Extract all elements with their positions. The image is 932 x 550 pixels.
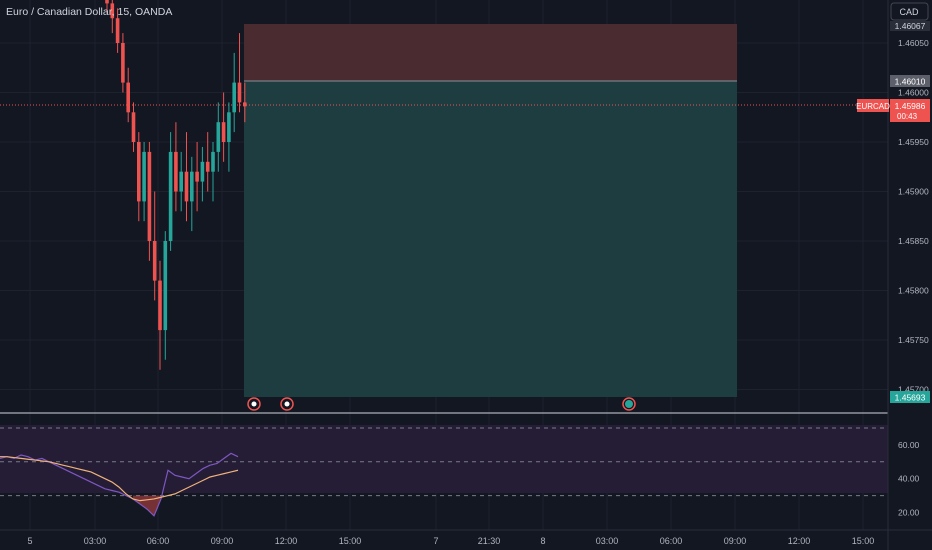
oscillator-signal-line bbox=[0, 456, 239, 502]
top-price-tag bbox=[890, 21, 930, 31]
target-price-tag bbox=[890, 391, 930, 403]
time-tick-label: 15:00 bbox=[339, 536, 362, 546]
time-tick-label: 06:00 bbox=[147, 536, 170, 546]
time-tick-label: 5 bbox=[27, 536, 32, 546]
symbol-tag[interactable] bbox=[857, 99, 889, 112]
candle bbox=[131, 102, 136, 152]
time-tick-label: 03:00 bbox=[596, 536, 619, 546]
candle bbox=[221, 92, 226, 162]
top-price-label: 1.46067 bbox=[895, 21, 926, 31]
candle bbox=[190, 156, 194, 232]
time-tick-label: 09:00 bbox=[724, 536, 747, 546]
candle bbox=[121, 33, 125, 93]
candle bbox=[174, 122, 178, 212]
candle bbox=[184, 132, 189, 222]
candle bbox=[200, 146, 205, 202]
stop-loss-zone[interactable] bbox=[244, 24, 737, 81]
price-tick-label: 1.46000 bbox=[898, 88, 929, 98]
candle bbox=[110, 0, 115, 34]
candle bbox=[115, 8, 120, 53]
candle bbox=[147, 142, 152, 261]
event-marker-2[interactable] bbox=[280, 397, 294, 411]
time-tick-label: 15:00 bbox=[852, 536, 875, 546]
time-tick-label: 12:00 bbox=[788, 536, 811, 546]
price-tick-label: 1.45700 bbox=[898, 385, 929, 395]
current-price-tag bbox=[890, 99, 930, 122]
symbol-title[interactable]: Euro / Canadian Dollar, 15, OANDA bbox=[6, 6, 172, 18]
oscillator-tick-label: 60.00 bbox=[898, 440, 920, 450]
price-axis[interactable]: 1.46050 1.46000 1.45950 1.45900 1.45850 1.458… bbox=[898, 38, 929, 395]
price-tick-label: 1.45950 bbox=[898, 137, 929, 147]
time-tick-label: 09:00 bbox=[211, 536, 234, 546]
candle bbox=[158, 260, 162, 370]
countdown-label: 00:43 bbox=[897, 112, 918, 121]
time-tick-label: 03:00 bbox=[84, 536, 107, 546]
time-tick-label: 12:00 bbox=[275, 536, 298, 546]
oscillator-layer bbox=[0, 452, 239, 517]
oscillator-levels bbox=[0, 427, 888, 497]
oscillator-line bbox=[0, 452, 239, 517]
candle bbox=[227, 102, 231, 172]
currency-button[interactable] bbox=[890, 2, 929, 21]
time-tick-label: 06:00 bbox=[660, 536, 683, 546]
candle bbox=[137, 132, 141, 222]
time-tick-label: 21:30 bbox=[478, 536, 501, 546]
candle bbox=[142, 142, 146, 222]
time-axis[interactable]: 5 03:00 06:00 09:00 12:00 15:00 7 21:30 8 03:00 06… bbox=[27, 536, 874, 546]
price-tick-label: 1.45750 bbox=[898, 335, 929, 345]
candle bbox=[168, 132, 173, 251]
oscillator-tick-label: 20.00 bbox=[898, 507, 920, 517]
time-tick-label: 7 bbox=[433, 536, 438, 546]
oscillator-tick-label: 40.00 bbox=[898, 474, 920, 484]
event-marker-3[interactable] bbox=[622, 397, 636, 411]
target-price-label: 1.45693 bbox=[895, 393, 926, 403]
price-tick-label: 1.45850 bbox=[898, 236, 929, 246]
event-marker-1[interactable] bbox=[247, 397, 261, 411]
price-tick-label: 1.45800 bbox=[898, 286, 929, 296]
price-tick-label: 1.45900 bbox=[898, 187, 929, 197]
candle bbox=[211, 142, 215, 202]
candle bbox=[126, 67, 130, 123]
candle bbox=[237, 33, 242, 113]
candles-layer bbox=[105, 0, 247, 370]
take-profit-zone[interactable] bbox=[244, 81, 737, 397]
oscillator-axis[interactable]: 60.00 40.00 20.00 bbox=[898, 440, 920, 518]
entry-price-label: 1.46010 bbox=[895, 77, 926, 87]
candle bbox=[152, 191, 157, 301]
current-price-label: 1.45986 bbox=[895, 101, 926, 111]
entry-price-tag bbox=[890, 75, 930, 87]
candle bbox=[216, 102, 221, 172]
candle bbox=[179, 151, 183, 212]
candle bbox=[232, 52, 236, 133]
candle bbox=[163, 231, 168, 360]
time-tick-label: 8 bbox=[540, 536, 545, 546]
candle bbox=[195, 142, 199, 212]
candle bbox=[205, 132, 210, 192]
currency-button-label: CAD bbox=[899, 7, 919, 17]
candle bbox=[243, 82, 247, 123]
symbol-tag-label: EURCAD bbox=[856, 102, 890, 111]
candle bbox=[105, 0, 109, 14]
price-tick-label: 1.46050 bbox=[898, 38, 929, 48]
oscillator-band bbox=[0, 425, 888, 493]
